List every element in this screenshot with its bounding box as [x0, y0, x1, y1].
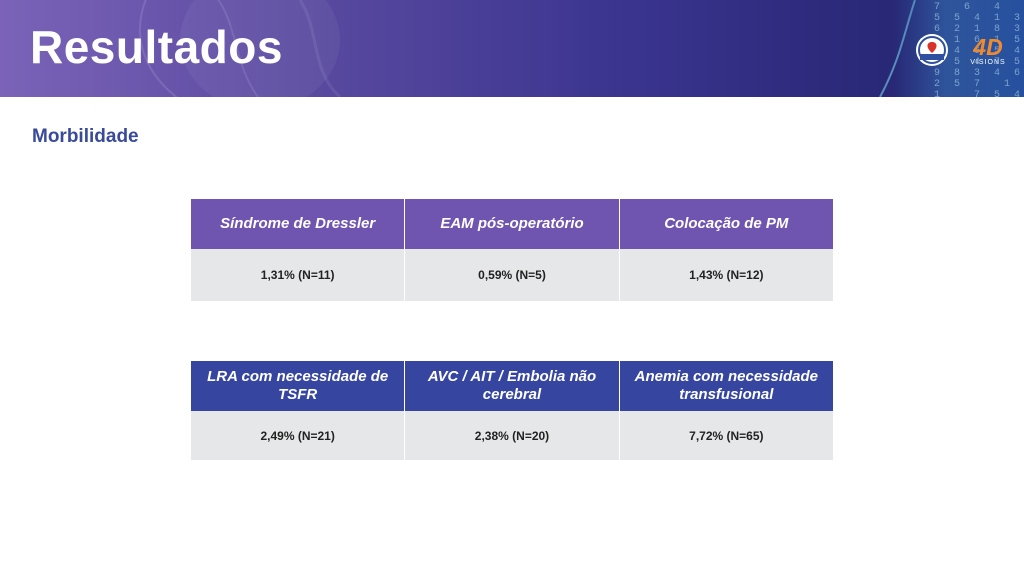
section-subtitle: Morbilidade	[32, 126, 139, 147]
header-cell: Anemia com necessidade transfusional	[618, 361, 835, 411]
table-row: 2,49% (N=21) 2,38% (N=20) 7,72% (N=65)	[189, 411, 835, 460]
morbidity-table-2: LRA com necessidade de TSFR AVC / AIT / …	[189, 361, 835, 460]
table-row: 1,31% (N=11) 0,59% (N=5) 1,43% (N=12)	[189, 249, 835, 301]
header-banner: 7 6 4 5 5 4 1 3 6 2 1 8 3 2 9 1 6 1 5 4 …	[0, 0, 1024, 97]
decorative-digits: 7 6 4 5 5 4 1 3 6 2 1 8 3 2 9 1 6 1 5 4 …	[894, 0, 1024, 97]
header-cell: AVC / AIT / Embolia não cerebral	[404, 361, 620, 411]
spcctv-logo-icon	[916, 34, 948, 66]
4d-logo-text: 4D	[973, 34, 1003, 60]
visions-logo-text: VISIONS	[970, 59, 1006, 66]
4d-visions-logo: 4D VISIONS	[963, 35, 1013, 69]
header-cell: LRA com necessidade de TSFR	[189, 361, 406, 411]
value-cell: 0,59% (N=5)	[404, 249, 620, 301]
table-header-row: LRA com necessidade de TSFR AVC / AIT / …	[189, 361, 835, 411]
value-cell: 2,38% (N=20)	[404, 411, 620, 460]
value-cell: 1,31% (N=11)	[189, 249, 406, 301]
header-cell: Colocação de PM	[618, 199, 835, 249]
page-title: Resultados	[30, 21, 283, 73]
morbidity-table-1: Síndrome de Dressler EAM pós-operatório …	[189, 199, 835, 301]
spcctv-logo	[915, 33, 949, 67]
value-cell: 7,72% (N=65)	[618, 411, 835, 460]
value-cell: 1,43% (N=12)	[618, 249, 835, 301]
header-cell: EAM pós-operatório	[404, 199, 620, 249]
value-cell: 2,49% (N=21)	[189, 411, 406, 460]
header-cell: Síndrome de Dressler	[189, 199, 406, 249]
table-header-row: Síndrome de Dressler EAM pós-operatório …	[189, 199, 835, 249]
